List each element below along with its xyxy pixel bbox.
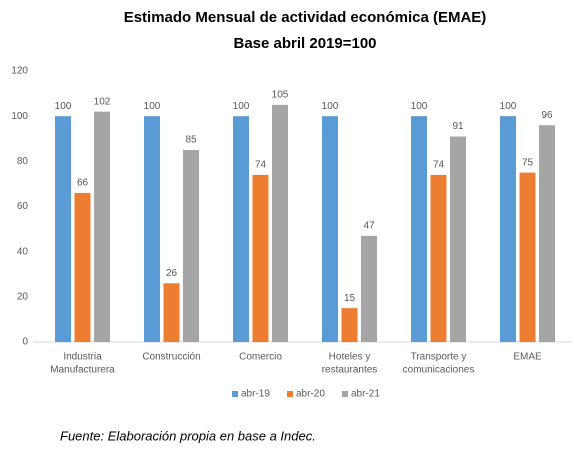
data-label: 100: [322, 101, 339, 112]
y-tick-label: 120: [11, 66, 28, 77]
y-tick-label: 40: [17, 246, 29, 257]
bar: [144, 116, 160, 343]
data-label: 91: [452, 121, 464, 132]
data-label: 74: [433, 160, 445, 171]
y-tick-label: 0: [22, 337, 28, 348]
bar: [430, 174, 447, 342]
data-label: 85: [185, 135, 197, 146]
data-label: 102: [94, 96, 111, 107]
legend-swatch: [342, 391, 348, 397]
x-tick-label: Industria: [63, 352, 102, 363]
bar: [322, 116, 338, 343]
data-label: 100: [500, 101, 517, 112]
data-label: 100: [233, 101, 250, 112]
bar: [252, 174, 269, 342]
legend-label: abr-21: [351, 389, 380, 400]
bar: [539, 125, 555, 342]
data-label: 75: [522, 157, 534, 168]
bar: [55, 116, 71, 343]
data-label: 96: [541, 110, 553, 121]
legend-label: abr-19: [241, 389, 270, 400]
y-tick-label: 100: [11, 111, 28, 122]
bar: [519, 172, 536, 342]
bar: [361, 235, 377, 342]
y-tick-label: 20: [17, 291, 29, 302]
bar: [411, 116, 427, 343]
source-note: Fuente: Elaboración propia en base a Ind…: [60, 428, 316, 443]
chart-title: Estimado Mensual de actividad económica …: [124, 9, 487, 26]
bar: [74, 192, 91, 342]
data-label: 100: [411, 101, 428, 112]
bar: [233, 116, 249, 343]
x-tick-label: Construcción: [142, 352, 200, 363]
data-label: 100: [55, 101, 72, 112]
data-label: 74: [255, 160, 267, 171]
data-label: 26: [166, 268, 178, 279]
bar: [450, 136, 466, 342]
legend-swatch: [232, 391, 238, 397]
y-tick-label: 60: [17, 201, 29, 212]
x-tick-label: EMAE: [513, 352, 542, 363]
legend-swatch: [287, 391, 293, 397]
data-label: 105: [272, 90, 289, 101]
y-tick-label: 80: [17, 156, 29, 167]
data-label: 15: [344, 293, 356, 304]
bar: [163, 283, 180, 342]
data-label: 47: [363, 220, 375, 231]
x-tick-label: Transporte y: [411, 352, 467, 363]
x-tick-label: restaurantes: [322, 365, 378, 376]
bar: [94, 111, 110, 343]
x-tick-label: Comercio: [239, 352, 282, 363]
data-label: 66: [77, 178, 89, 189]
legend-label: abr-20: [296, 389, 325, 400]
x-tick-label: comunicaciones: [403, 365, 475, 376]
x-tick-label: Hoteles y: [329, 352, 371, 363]
bar: [341, 308, 358, 342]
x-tick-label: Manufacturera: [50, 365, 115, 376]
data-label: 100: [144, 101, 161, 112]
bar: [183, 150, 199, 342]
chart-title: Base abril 2019=100: [233, 35, 376, 52]
bar: [272, 104, 288, 342]
bar: [500, 116, 516, 343]
